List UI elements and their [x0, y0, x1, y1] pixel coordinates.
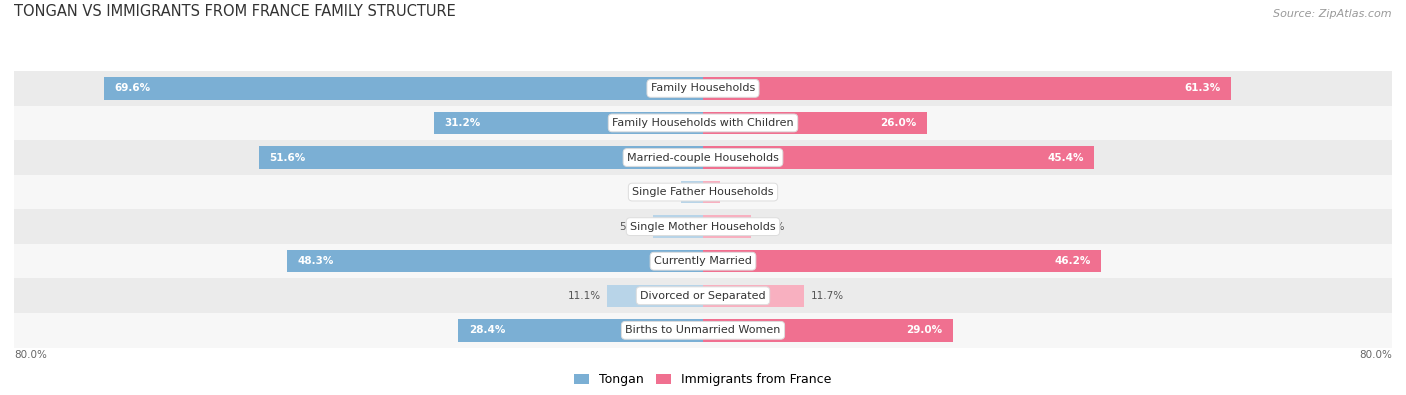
Text: 31.2%: 31.2%: [444, 118, 481, 128]
Text: Married-couple Households: Married-couple Households: [627, 152, 779, 162]
Text: 61.3%: 61.3%: [1184, 83, 1220, 93]
Bar: [458, 319, 703, 342]
Bar: [652, 215, 703, 238]
Text: 11.7%: 11.7%: [811, 291, 844, 301]
Text: 46.2%: 46.2%: [1054, 256, 1091, 266]
Bar: [259, 146, 703, 169]
Text: 5.8%: 5.8%: [620, 222, 647, 231]
Text: 26.0%: 26.0%: [880, 118, 917, 128]
Bar: [703, 215, 751, 238]
Text: Family Households with Children: Family Households with Children: [612, 118, 794, 128]
Bar: [682, 181, 703, 203]
Bar: [703, 319, 953, 342]
Bar: [703, 112, 927, 134]
Bar: [703, 250, 1101, 273]
Text: Births to Unmarried Women: Births to Unmarried Women: [626, 325, 780, 335]
Text: 2.5%: 2.5%: [648, 187, 675, 197]
Text: 80.0%: 80.0%: [1360, 350, 1392, 360]
Text: Single Father Households: Single Father Households: [633, 187, 773, 197]
Bar: [703, 181, 720, 203]
Bar: [287, 250, 703, 273]
Bar: [14, 175, 1392, 209]
Text: 2.0%: 2.0%: [727, 187, 754, 197]
Text: Currently Married: Currently Married: [654, 256, 752, 266]
Bar: [434, 112, 703, 134]
Bar: [104, 77, 703, 100]
Bar: [703, 77, 1230, 100]
Text: Single Mother Households: Single Mother Households: [630, 222, 776, 231]
Text: 48.3%: 48.3%: [298, 256, 333, 266]
Text: 11.1%: 11.1%: [568, 291, 600, 301]
Text: 69.6%: 69.6%: [114, 83, 150, 93]
Bar: [14, 106, 1392, 140]
Bar: [703, 146, 1094, 169]
Text: Family Households: Family Households: [651, 83, 755, 93]
Text: Source: ZipAtlas.com: Source: ZipAtlas.com: [1274, 9, 1392, 19]
Bar: [14, 244, 1392, 278]
Bar: [14, 313, 1392, 348]
Text: 28.4%: 28.4%: [468, 325, 505, 335]
Bar: [14, 278, 1392, 313]
Bar: [14, 209, 1392, 244]
Text: 45.4%: 45.4%: [1047, 152, 1084, 162]
Bar: [14, 140, 1392, 175]
Text: TONGAN VS IMMIGRANTS FROM FRANCE FAMILY STRUCTURE: TONGAN VS IMMIGRANTS FROM FRANCE FAMILY …: [14, 4, 456, 19]
Bar: [703, 284, 804, 307]
Legend: Tongan, Immigrants from France: Tongan, Immigrants from France: [569, 368, 837, 391]
Text: 80.0%: 80.0%: [14, 350, 46, 360]
Text: 29.0%: 29.0%: [907, 325, 942, 335]
Text: Divorced or Separated: Divorced or Separated: [640, 291, 766, 301]
Bar: [607, 284, 703, 307]
Text: 51.6%: 51.6%: [269, 152, 305, 162]
Text: 5.6%: 5.6%: [758, 222, 785, 231]
Bar: [14, 71, 1392, 106]
